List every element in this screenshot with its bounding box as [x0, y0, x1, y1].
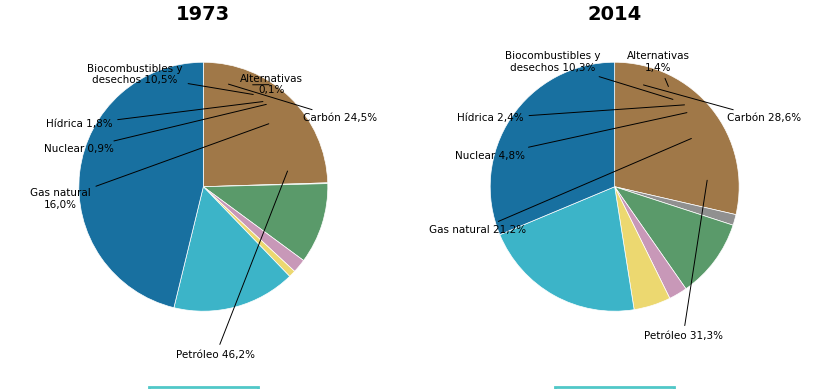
Text: Carbón 28,6%: Carbón 28,6% — [644, 85, 801, 123]
Title: 2014: 2014 — [587, 5, 642, 24]
Wedge shape — [204, 187, 303, 272]
Wedge shape — [79, 62, 204, 308]
Wedge shape — [204, 187, 294, 276]
Wedge shape — [490, 62, 614, 235]
Wedge shape — [204, 183, 328, 187]
Text: Gas natural 21,2%: Gas natural 21,2% — [429, 138, 691, 235]
Text: Hídrica 1,8%: Hídrica 1,8% — [46, 102, 263, 130]
Text: Nuclear 0,9%: Nuclear 0,9% — [44, 104, 267, 154]
Text: Alternativas
1,4%: Alternativas 1,4% — [627, 51, 690, 86]
Wedge shape — [500, 187, 634, 311]
Wedge shape — [204, 184, 328, 261]
Wedge shape — [614, 62, 739, 215]
Text: Gas natural
16,0%: Gas natural 16,0% — [29, 124, 269, 210]
Text: Nuclear 4,8%: Nuclear 4,8% — [455, 113, 687, 161]
Wedge shape — [614, 187, 686, 298]
Text: Biocombustibles y
desechos 10,3%: Biocombustibles y desechos 10,3% — [505, 51, 673, 99]
Text: Carbón 24,5%: Carbón 24,5% — [228, 84, 377, 123]
Text: Alternativas
0,1%: Alternativas 0,1% — [240, 74, 303, 95]
Wedge shape — [614, 187, 733, 289]
Text: Biocombustibles y
desechos 10,5%: Biocombustibles y desechos 10,5% — [88, 64, 254, 95]
Text: Petróleo 46,2%: Petróleo 46,2% — [177, 171, 287, 360]
Text: Petróleo 31,3%: Petróleo 31,3% — [644, 180, 722, 341]
Wedge shape — [174, 187, 290, 311]
Wedge shape — [204, 62, 328, 187]
Wedge shape — [614, 187, 670, 310]
Text: Hídrica 2,4%: Hídrica 2,4% — [457, 105, 685, 123]
Wedge shape — [614, 187, 736, 225]
Title: 1973: 1973 — [176, 5, 231, 24]
